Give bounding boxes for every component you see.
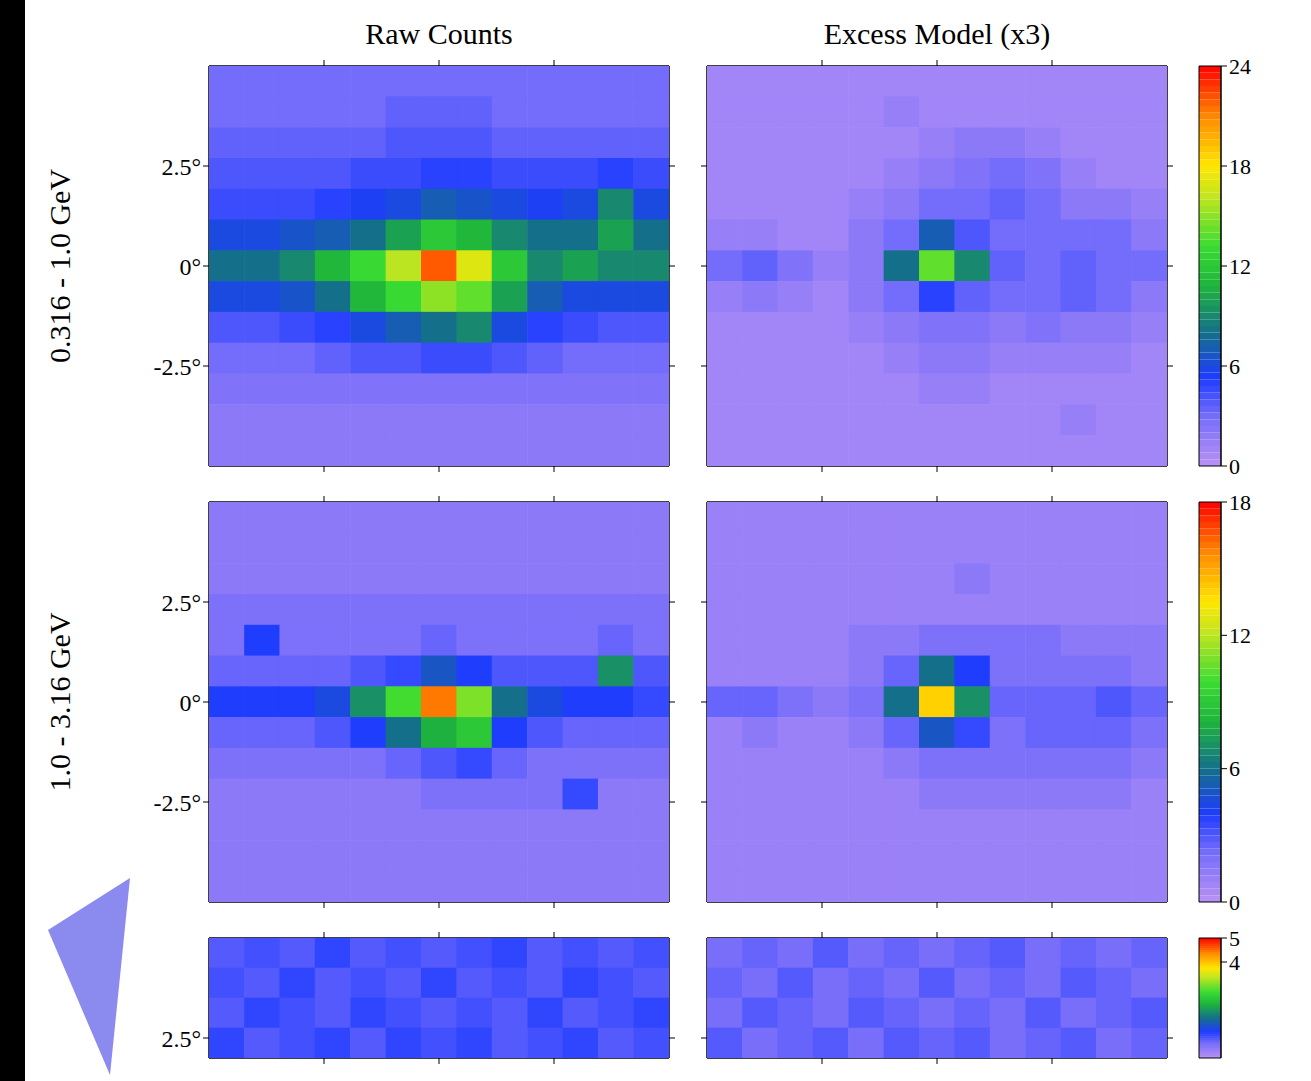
svg-text:2.5°: 2.5° (161, 1026, 201, 1052)
html-text:Raw Counts: Raw Counts (365, 17, 513, 50)
svg-text:0: 0 (1229, 890, 1240, 915)
svg-text:6: 6 (1229, 756, 1240, 781)
svg-text:0°: 0° (179, 254, 201, 280)
svg-text:5: 5 (1229, 926, 1240, 951)
svg-text:12: 12 (1229, 623, 1251, 648)
svg-text:24: 24 (1229, 54, 1251, 79)
svg-text:-2.5°: -2.5° (153, 354, 201, 380)
svg-text:2.5°: 2.5° (161, 590, 201, 616)
html-text:Excess Model (x3): Excess Model (x3) (823, 17, 1051, 50)
svg-text:0°: 0° (179, 690, 201, 716)
svg-text:18: 18 (1229, 490, 1251, 515)
svg-text:2.5°: 2.5° (161, 154, 201, 180)
svg-text:-2.5°: -2.5° (153, 790, 201, 816)
svg-text:12: 12 (1229, 254, 1251, 279)
html-text:1.0 - 3.16 GeV: 1.0 - 3.16 GeV (43, 612, 76, 792)
svg-text:18: 18 (1229, 154, 1251, 179)
svg-text:4: 4 (1229, 950, 1240, 975)
html-text:0.316 - 1.0 GeV: 0.316 - 1.0 GeV (43, 168, 76, 364)
svg-text:0: 0 (1229, 454, 1240, 479)
svg-text:6: 6 (1229, 354, 1240, 379)
